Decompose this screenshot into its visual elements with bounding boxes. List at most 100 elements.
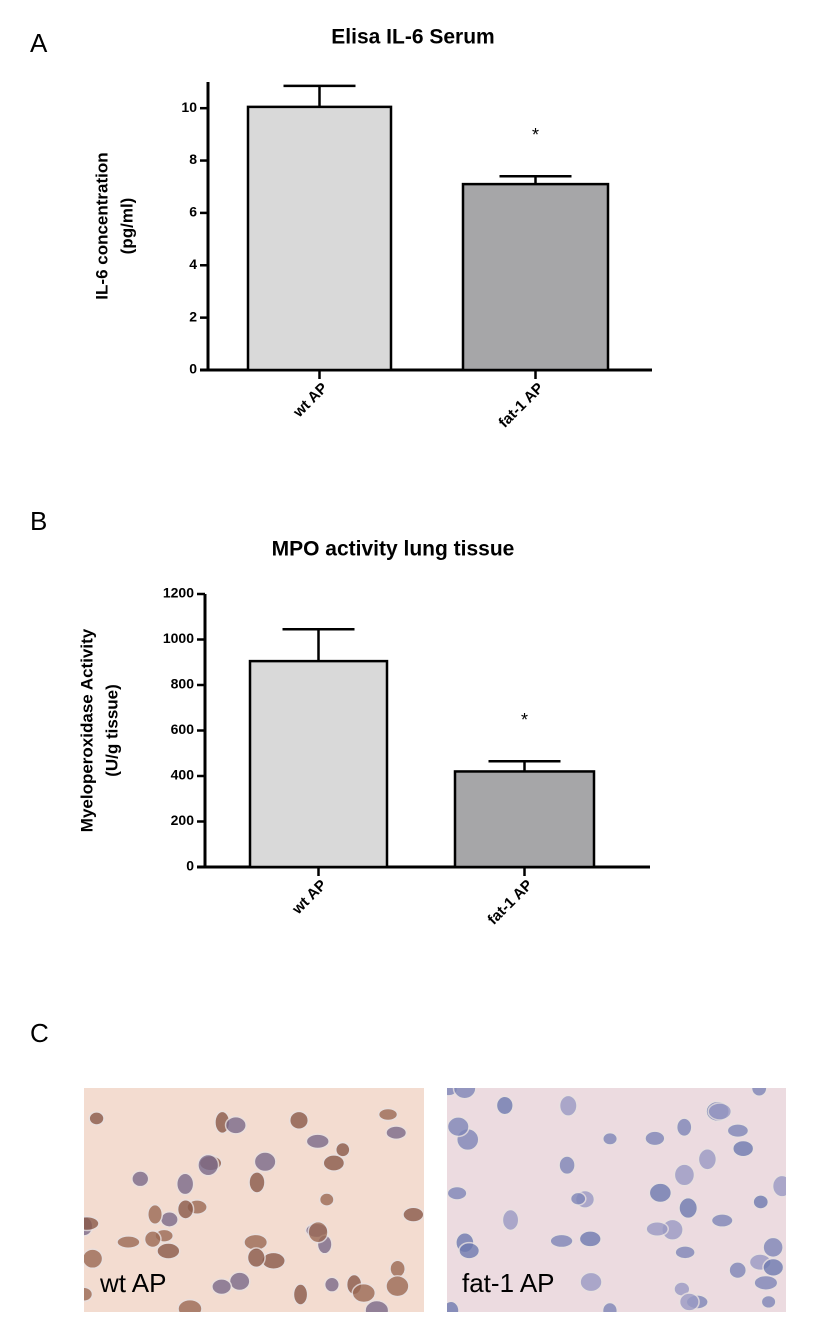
x-tick-label: fat-1 AP	[484, 877, 536, 929]
micrograph-label: wt AP	[99, 1268, 166, 1298]
cell	[305, 1133, 330, 1150]
x-tick-label: wt AP	[289, 380, 331, 422]
cell	[377, 1107, 399, 1122]
y-tick-label: 800	[171, 676, 195, 692]
bar	[461, 182, 610, 372]
y-tick-label: 8	[189, 151, 197, 167]
cell	[578, 1230, 602, 1248]
chart-title: MPO activity lung tissue	[272, 538, 515, 561]
cell	[175, 1172, 195, 1196]
cell	[177, 1298, 203, 1312]
cell	[674, 1245, 696, 1260]
cell	[147, 1203, 164, 1226]
cell	[752, 1194, 770, 1210]
cell	[84, 1286, 94, 1303]
cell	[495, 1095, 514, 1116]
cell	[447, 1116, 470, 1138]
cell	[224, 1115, 247, 1135]
cell	[675, 1117, 693, 1138]
cell	[307, 1220, 329, 1244]
cell	[385, 1274, 410, 1298]
panel-label: A	[30, 28, 48, 58]
cell	[318, 1192, 335, 1207]
cell	[322, 1154, 346, 1172]
cell	[211, 1278, 233, 1296]
cell	[88, 1111, 105, 1126]
cell	[558, 1155, 576, 1176]
cell	[726, 1123, 750, 1139]
cell	[501, 1208, 520, 1232]
y-axis-label: Myeloperoxidase Activity	[77, 628, 96, 832]
y-tick-label: 1200	[163, 585, 194, 601]
chart-title: Elisa IL-6 Serum	[331, 26, 494, 49]
cell	[292, 1283, 309, 1306]
cell	[402, 1206, 424, 1223]
cell	[253, 1151, 277, 1173]
cell	[143, 1230, 162, 1249]
cell	[645, 1221, 670, 1237]
panel-label: C	[30, 1018, 49, 1048]
micrograph-label: fat-1 AP	[462, 1268, 555, 1298]
cell	[558, 1094, 578, 1117]
cell	[351, 1282, 377, 1304]
cell	[728, 1261, 748, 1280]
cell	[156, 1242, 181, 1260]
cell	[385, 1125, 408, 1141]
y-tick-label: 6	[189, 204, 197, 220]
y-tick-label: 0	[189, 361, 197, 377]
cell	[246, 1247, 266, 1269]
cell	[228, 1271, 251, 1292]
y-tick-label: 0	[186, 858, 194, 874]
y-tick-label: 2	[189, 308, 197, 324]
cell	[549, 1233, 574, 1249]
cell	[648, 1182, 673, 1204]
y-axis-label: (pg/ml)	[117, 198, 136, 255]
cell	[176, 1198, 195, 1220]
cell	[288, 1110, 310, 1131]
cell	[131, 1170, 150, 1188]
cell	[771, 1174, 786, 1198]
y-tick-label: 200	[171, 812, 195, 828]
micrograph	[84, 1088, 424, 1312]
panel-label: B	[30, 506, 47, 536]
bar	[246, 105, 393, 372]
micrograph	[447, 1088, 786, 1312]
cell	[84, 1215, 100, 1232]
y-tick-label: 400	[171, 767, 195, 783]
cell	[678, 1292, 700, 1312]
y-tick-label: 600	[171, 721, 195, 737]
cell	[644, 1130, 666, 1147]
cell	[323, 1276, 340, 1293]
cell	[762, 1236, 784, 1259]
cell	[197, 1153, 220, 1177]
cell	[579, 1271, 603, 1293]
cell	[707, 1102, 733, 1121]
significance-label: *	[521, 710, 528, 730]
cell	[569, 1191, 587, 1206]
cell	[447, 1300, 460, 1312]
cell	[710, 1213, 734, 1228]
cells	[447, 1088, 786, 1312]
y-tick-label: 4	[189, 256, 197, 272]
x-tick-label: fat-1 AP	[495, 380, 547, 432]
y-tick-label: 1000	[163, 630, 194, 646]
cell	[159, 1211, 179, 1228]
cell	[697, 1147, 718, 1171]
cell	[678, 1196, 699, 1220]
cell	[452, 1088, 477, 1100]
cell	[389, 1259, 406, 1279]
y-axis-label: IL-6 concentration	[92, 152, 111, 299]
cell	[84, 1248, 104, 1270]
cell	[753, 1274, 779, 1291]
cell	[248, 1171, 266, 1194]
cell	[762, 1257, 785, 1278]
cell	[673, 1163, 696, 1187]
cell	[760, 1294, 777, 1310]
cell	[732, 1139, 755, 1158]
cell	[601, 1301, 619, 1312]
cell	[116, 1235, 141, 1250]
y-tick-label: 10	[181, 99, 197, 115]
cell	[602, 1131, 619, 1146]
significance-label: *	[532, 125, 539, 145]
